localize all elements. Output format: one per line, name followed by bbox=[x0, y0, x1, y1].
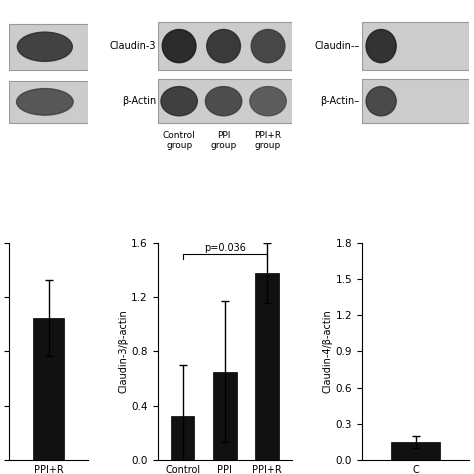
Text: Claudin-3: Claudin-3 bbox=[109, 41, 156, 51]
Text: C: C bbox=[400, 0, 413, 4]
Ellipse shape bbox=[250, 87, 286, 116]
Ellipse shape bbox=[17, 89, 73, 115]
Ellipse shape bbox=[366, 87, 396, 116]
Bar bbox=[362, 22, 469, 70]
Bar bbox=[9, 24, 88, 70]
Ellipse shape bbox=[18, 32, 73, 61]
Bar bbox=[391, 442, 440, 460]
Y-axis label: Claudin-4/β-actin: Claudin-4/β-actin bbox=[323, 310, 333, 393]
Ellipse shape bbox=[205, 87, 242, 116]
Ellipse shape bbox=[251, 29, 285, 63]
Bar bbox=[362, 79, 469, 123]
Bar bbox=[213, 372, 237, 460]
Text: PPI
group: PPI group bbox=[210, 131, 237, 150]
Bar bbox=[33, 318, 64, 460]
Text: β-Actin–: β-Actin– bbox=[320, 96, 360, 106]
Bar bbox=[157, 22, 292, 70]
Bar bbox=[9, 81, 88, 123]
Text: p=0.036: p=0.036 bbox=[204, 243, 246, 253]
Text: Control
group: Control group bbox=[163, 131, 195, 150]
Ellipse shape bbox=[366, 29, 396, 63]
Ellipse shape bbox=[207, 29, 240, 63]
Ellipse shape bbox=[161, 87, 197, 116]
Text: PPI+R
group: PPI+R group bbox=[255, 131, 282, 150]
Text: B: B bbox=[160, 0, 174, 4]
Bar bbox=[157, 79, 292, 123]
Bar bbox=[171, 417, 194, 460]
Bar bbox=[255, 273, 279, 460]
Ellipse shape bbox=[162, 29, 196, 63]
Text: Claudin-–: Claudin-– bbox=[314, 41, 360, 51]
Text: β-Actin: β-Actin bbox=[122, 96, 156, 106]
Y-axis label: Claudin-3/β-actin: Claudin-3/β-actin bbox=[118, 310, 128, 393]
